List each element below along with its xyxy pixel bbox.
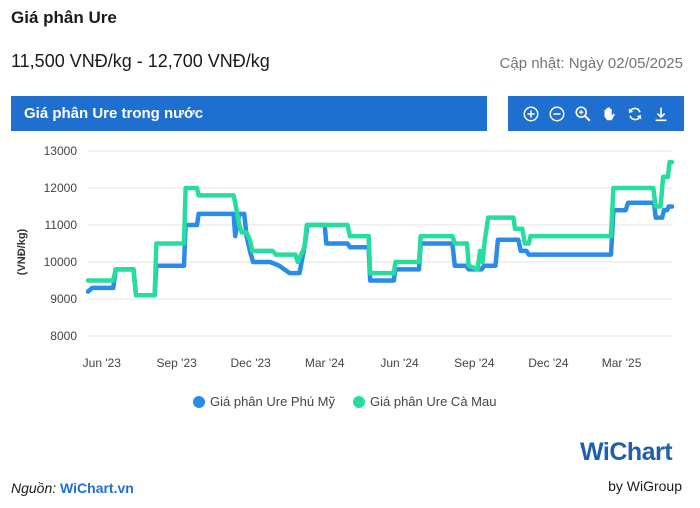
x-tick-label: Sep '23 xyxy=(156,356,197,370)
y-axis-ticks: 8000 9000 10000 11000 12000 13000 xyxy=(44,144,78,343)
y-tick-label: 12000 xyxy=(44,181,78,195)
x-tick-label: Dec '24 xyxy=(528,356,569,370)
series-line-ca-mau[interactable] xyxy=(85,159,675,298)
page-title: Giá phân Ure xyxy=(11,8,117,27)
legend-label[interactable]: Giá phân Ure Phú Mỹ xyxy=(210,394,336,409)
x-tick-label: Mar '25 xyxy=(602,356,642,370)
logo-text: WiChart xyxy=(580,438,673,466)
zoom-in-icon[interactable] xyxy=(521,103,541,125)
logo-byline: by WiGroup xyxy=(608,478,682,494)
y-tick-label: 10000 xyxy=(44,255,78,269)
y-tick-label: 8000 xyxy=(50,329,77,343)
chart-banner-title: Giá phân Ure trong nước xyxy=(24,105,204,122)
legend-label[interactable]: Giá phân Ure Cà Mau xyxy=(370,394,496,409)
x-tick-label: Mar '24 xyxy=(305,356,345,370)
source-link[interactable]: WiChart.vn xyxy=(60,480,134,496)
price-chart: 8000 9000 10000 11000 12000 13000 Jun '23 Sep … xyxy=(16,144,675,409)
pan-hand-icon[interactable] xyxy=(599,103,619,125)
wichart-logo: WiChart by WiGroup xyxy=(578,438,688,496)
series-lines xyxy=(85,159,675,298)
y-tick-label: 11000 xyxy=(45,218,78,232)
x-axis-ticks: Jun '23 Sep '23 Dec '23 Mar '24 Jun '24 Sep '… xyxy=(83,356,642,370)
y-tick-label: 13000 xyxy=(44,144,78,158)
update-date: Cập nhật: Ngày 02/05/2025 xyxy=(499,55,683,72)
grid-lines xyxy=(88,150,672,337)
y-axis-label: (VNĐ/kg) xyxy=(16,228,28,275)
x-tick-label: Jun '23 xyxy=(83,356,122,370)
chart-legend: Giá phân Ure Phú Mỹ Giá phân Ure Cà Mau xyxy=(193,394,496,409)
legend-marker[interactable] xyxy=(193,396,205,408)
series-line-phu-my[interactable] xyxy=(85,200,675,298)
zoom-out-icon[interactable] xyxy=(547,103,567,125)
x-tick-label: Sep '24 xyxy=(454,356,495,370)
download-icon[interactable] xyxy=(651,103,671,125)
legend-marker[interactable] xyxy=(353,396,365,408)
price-range: 11,500 VNĐ/kg - 12,700 VNĐ/kg xyxy=(11,51,270,71)
magnifier-icon[interactable] xyxy=(573,103,593,125)
source-label: Nguồn: xyxy=(11,480,57,496)
chart-banner: Giá phân Ure trong nước xyxy=(11,96,487,131)
chart-toolbar xyxy=(508,96,684,131)
source-note: Nguồn: WiChart.vn xyxy=(11,480,134,496)
x-tick-label: Dec '23 xyxy=(231,356,272,370)
x-tick-label: Jun '24 xyxy=(380,356,419,370)
reset-icon[interactable] xyxy=(625,103,645,125)
y-tick-label: 9000 xyxy=(50,292,77,306)
